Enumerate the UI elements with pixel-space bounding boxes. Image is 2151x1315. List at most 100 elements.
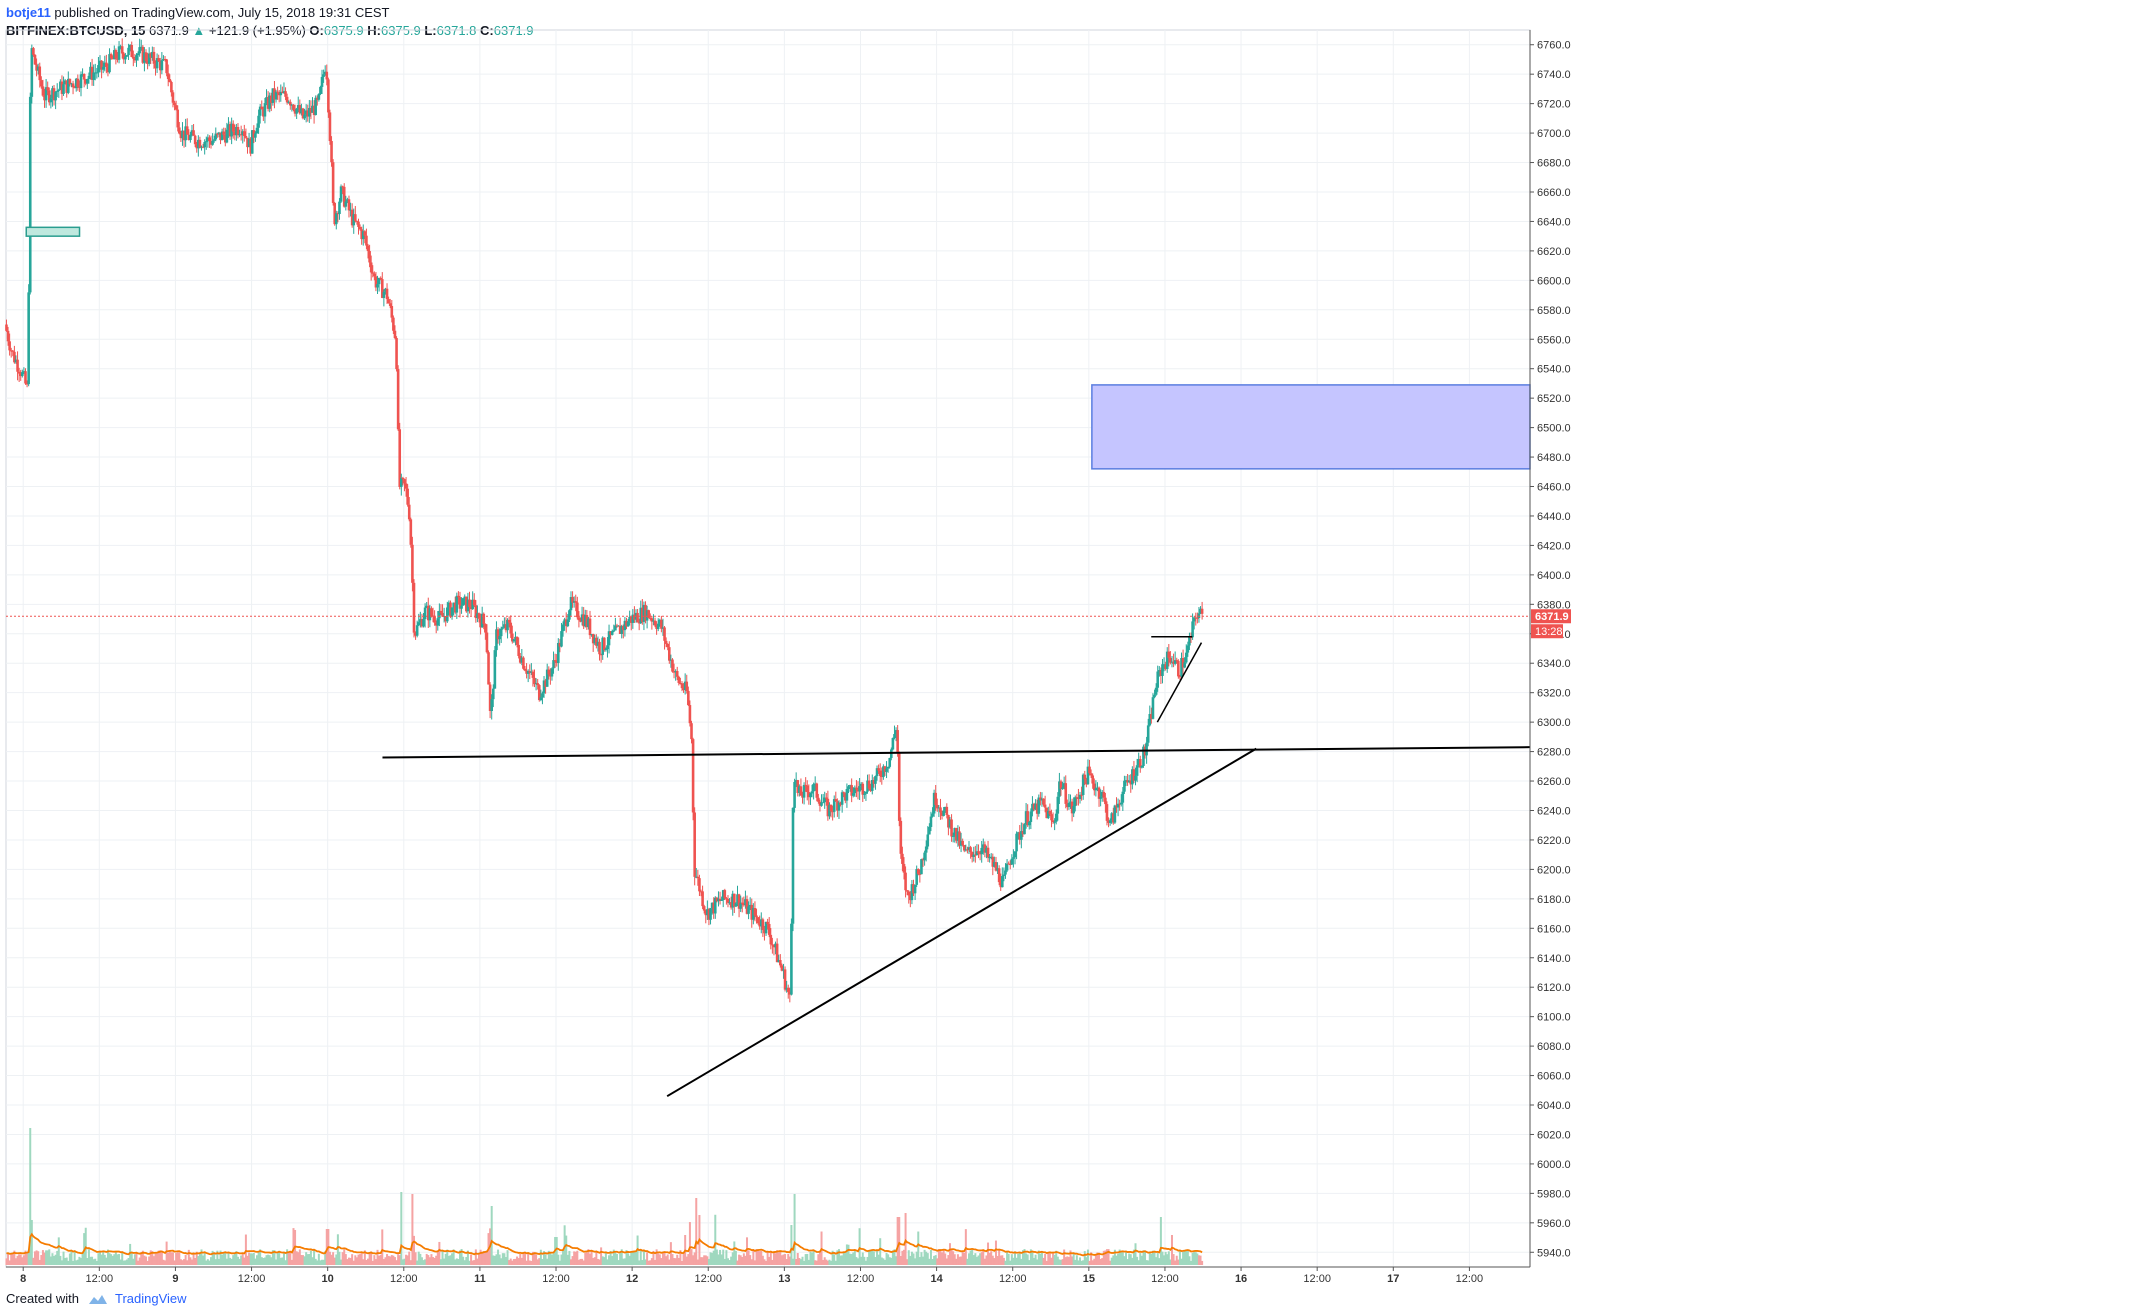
candle-body — [544, 680, 547, 687]
volume-bar — [571, 1256, 574, 1265]
volume-bar — [719, 1249, 722, 1265]
volume-bar — [1040, 1252, 1043, 1265]
volume-bar — [642, 1250, 645, 1265]
candle-body — [661, 627, 665, 629]
volume-bar — [644, 1259, 647, 1265]
candle-body — [593, 637, 597, 644]
volume-bar — [874, 1257, 877, 1265]
candle-body — [281, 91, 284, 93]
volume-bar — [557, 1254, 560, 1265]
candle-body — [1175, 660, 1179, 662]
candle-body — [564, 619, 568, 627]
candle-body — [875, 768, 879, 777]
volume-bar — [145, 1256, 148, 1265]
volume-bar — [985, 1255, 988, 1265]
chart-drawings[interactable] — [25, 226, 1531, 1098]
volume-bar — [389, 1256, 392, 1265]
volume-bar — [317, 1253, 320, 1265]
candle-body — [347, 199, 351, 211]
volume-bar — [168, 1251, 171, 1265]
candle-body — [1115, 805, 1118, 808]
candle-body — [157, 58, 160, 62]
volume-bar — [722, 1249, 725, 1265]
tradingview-link[interactable]: TradingView — [114, 1291, 187, 1306]
y-tick-label: 5940.0 — [1537, 1247, 1571, 1259]
candle-body — [794, 780, 798, 782]
candle-body — [469, 606, 473, 610]
candle-body — [701, 891, 704, 907]
volume-bar — [57, 1237, 60, 1265]
volume-bar — [137, 1260, 140, 1265]
volume-bar — [1056, 1256, 1059, 1265]
candle-body — [105, 62, 108, 67]
volume-bar — [205, 1260, 208, 1265]
volume-bar — [466, 1250, 469, 1265]
volume-bar — [715, 1249, 718, 1265]
volume-bar — [934, 1255, 937, 1265]
volume-bar — [311, 1257, 314, 1265]
volume-bar — [256, 1255, 259, 1265]
y-tick-label: 6460.0 — [1537, 482, 1571, 494]
candle-body — [934, 792, 938, 805]
candle-body — [550, 668, 554, 677]
volume-bar — [197, 1256, 200, 1265]
volume-bar — [1045, 1260, 1048, 1265]
volume-bar — [444, 1253, 447, 1265]
volume-bar — [511, 1260, 514, 1265]
volume-bar — [254, 1258, 257, 1265]
candle-body — [523, 668, 527, 671]
candle-body — [791, 807, 795, 924]
volume-bar — [972, 1255, 975, 1265]
volume-bar — [731, 1252, 734, 1265]
volume-bar — [1069, 1250, 1072, 1265]
volume-bar — [817, 1254, 820, 1265]
volume-bar — [833, 1254, 836, 1265]
candle-body — [702, 906, 706, 911]
candle-body — [70, 83, 73, 85]
volume-bar — [108, 1253, 111, 1265]
candle-body — [996, 868, 999, 871]
candle-body — [103, 62, 107, 67]
volume-bar — [447, 1255, 450, 1265]
candle-body — [1129, 780, 1133, 785]
candle-body — [189, 135, 192, 141]
volume-bar — [869, 1250, 872, 1265]
candle-body — [975, 851, 979, 856]
candle-body — [932, 792, 936, 814]
candle-body — [1123, 780, 1126, 792]
volume-bar — [100, 1254, 103, 1265]
x-tick-label: 12:00 — [694, 1273, 722, 1285]
candle-body — [453, 602, 457, 613]
candle-body — [1091, 775, 1094, 784]
author-link[interactable]: botje11 — [6, 5, 51, 20]
volume-bar — [700, 1257, 703, 1265]
volume-bar — [368, 1252, 371, 1265]
x-tick-label: 12:00 — [390, 1273, 418, 1285]
volume-bar — [1091, 1260, 1094, 1265]
candle-body — [691, 739, 695, 813]
volume-bar — [1044, 1253, 1047, 1265]
volume-bar — [1010, 1254, 1013, 1265]
volume-bar — [79, 1257, 82, 1265]
x-tick-label: 12:00 — [542, 1273, 570, 1285]
volume-bar — [952, 1251, 955, 1265]
volume-bar — [709, 1252, 712, 1265]
volume-bar — [306, 1254, 309, 1265]
volume-bar — [397, 1254, 400, 1265]
candle-body — [1135, 765, 1139, 776]
volume-bar — [1147, 1260, 1150, 1265]
y-tick-label: 6440.0 — [1537, 511, 1571, 523]
candle-body — [203, 141, 206, 148]
volume-bar — [103, 1254, 106, 1265]
volume-bar — [834, 1260, 837, 1265]
volume-bar — [717, 1254, 720, 1265]
volume-bar — [1131, 1257, 1134, 1265]
volume-bar — [336, 1234, 339, 1265]
volume-bar — [904, 1213, 907, 1265]
candle-body — [1086, 766, 1090, 785]
volume-bar — [758, 1251, 761, 1265]
volume-bar — [160, 1252, 163, 1265]
candle-body — [358, 226, 362, 230]
tradingview-cloud-icon[interactable] — [87, 1293, 109, 1305]
